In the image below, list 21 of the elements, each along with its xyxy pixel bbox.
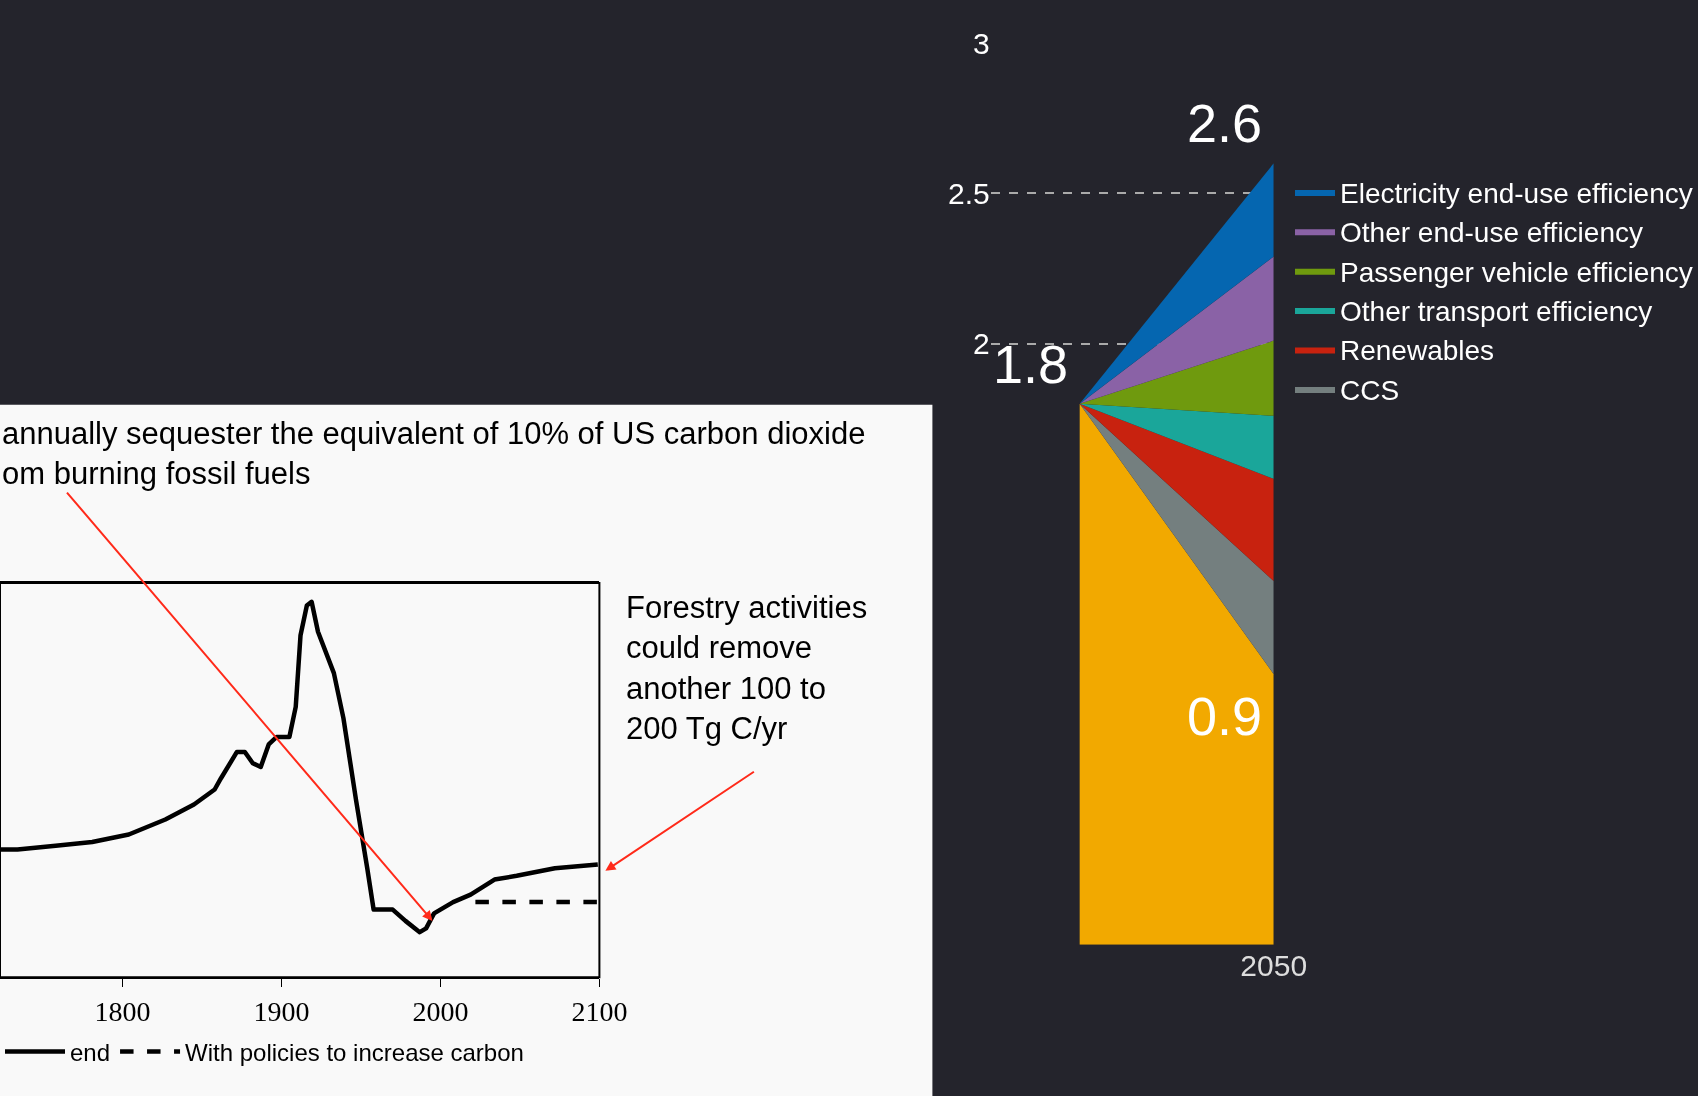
legend-label: Other transport efficiency bbox=[1340, 296, 1653, 328]
text: Forestry activities could remove another 100 to 200 Tg C/yr bbox=[626, 590, 868, 746]
x-tick-label: 1900 bbox=[253, 995, 310, 1027]
legend-label: end bbox=[70, 1038, 111, 1066]
x-tick-label: 1800 bbox=[94, 995, 151, 1027]
legend-label: Electricity end-use efficiency bbox=[1340, 177, 1693, 209]
y-tick-label: 2.5 bbox=[947, 176, 990, 210]
annotation: 0.9 bbox=[1187, 686, 1263, 746]
legend-label: With policies to increase carbon bbox=[185, 1038, 524, 1066]
y-tick-label: 2 bbox=[972, 327, 990, 361]
legend-label: Renewables bbox=[1340, 335, 1495, 367]
legend-label: CCS bbox=[1340, 374, 1400, 406]
legend-label: Passenger vehicle efficiency bbox=[1340, 256, 1693, 288]
x-tick-label: 2000 bbox=[412, 995, 469, 1027]
legend-label: Other end-use efficiency bbox=[1340, 217, 1643, 249]
x-tick-label: 2100 bbox=[571, 995, 628, 1027]
annotation: 1.8 bbox=[993, 334, 1069, 394]
y-tick-label: 3 bbox=[972, 26, 990, 60]
annotation: 2.6 bbox=[1187, 93, 1263, 153]
annotation: annually sequester the equivalent of 10% of US carbon dioxide om burning fossil fuels bbox=[2, 416, 866, 492]
x-tick-label: 2050 bbox=[1240, 948, 1308, 982]
